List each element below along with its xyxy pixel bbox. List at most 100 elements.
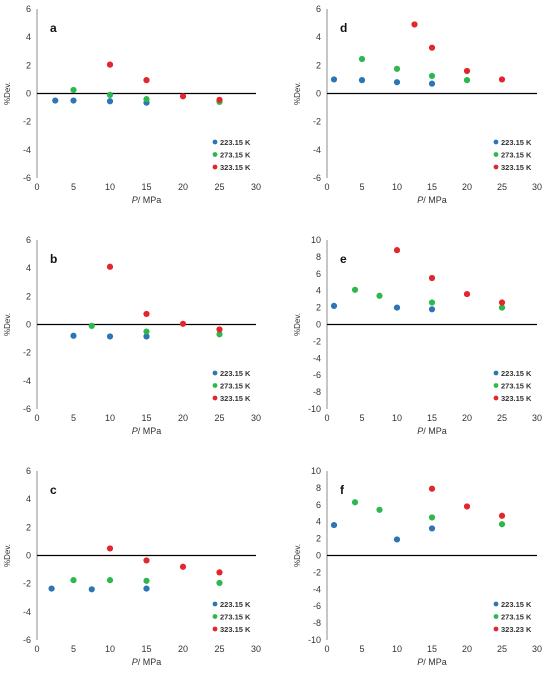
y-tick-label: 4: [316, 286, 321, 296]
data-point: [216, 326, 223, 333]
x-tick-label: 15: [427, 182, 437, 192]
panel-e: 0 5 10 15 20 25 30 -10 -8 -6 -4 -2 0 2 4 6 8 10 %Dev. P/ MP…: [293, 235, 542, 436]
data-point: [358, 77, 366, 84]
data-point: [88, 586, 95, 593]
legend-marker: [493, 370, 499, 376]
y-tick-label: -10: [308, 635, 321, 645]
series: [411, 21, 506, 83]
x-tick-label: 10: [392, 413, 402, 423]
y-tick-label: 0: [316, 320, 321, 330]
y-tick-label: 0: [26, 89, 31, 99]
data-point: [216, 331, 223, 338]
data-point: [179, 93, 187, 100]
data-point: [216, 96, 223, 103]
data-point: [463, 503, 471, 510]
x-axis-label-unit: / MPa: [138, 426, 162, 436]
data-point: [393, 79, 401, 86]
y-tick-label: -4: [313, 353, 321, 363]
x-axis-label: P/ MPa: [417, 426, 447, 436]
data-point: [143, 577, 150, 584]
data-point: [393, 247, 401, 254]
y-tick-label: -6: [23, 635, 31, 645]
x-axis-label-unit: / MPa: [423, 657, 447, 667]
y-tick-label: 4: [26, 32, 31, 42]
x-tick-label: 30: [532, 413, 542, 423]
x-axis-label-variable: P: [417, 657, 423, 667]
x-tick-label: 0: [34, 644, 39, 654]
data-point: [498, 76, 506, 83]
data-point: [106, 577, 114, 584]
data-point: [143, 77, 150, 84]
x-tick-label: 5: [71, 413, 76, 423]
data-point: [428, 525, 436, 532]
series: [330, 302, 436, 313]
series: [330, 76, 436, 87]
data-point: [106, 98, 114, 105]
y-tick-label: -2: [23, 117, 31, 127]
x-axis-label-unit: / MPa: [138, 657, 162, 667]
legend-label: 223.15 K: [501, 600, 532, 609]
data-point: [70, 577, 77, 584]
y-axis-label: %Dev.: [3, 82, 12, 105]
data-point: [393, 536, 401, 543]
series: [330, 521, 436, 543]
panel-f: 0 5 10 15 20 25 30 -10 -8 -6 -4 -2 0 2 4 6 8 10 %Dev. P/ MP…: [293, 466, 542, 667]
y-axis-label: %Dev.: [293, 313, 302, 336]
data-point: [428, 514, 436, 521]
x-tick-label: 30: [251, 182, 261, 192]
legend-label: 323.15 K: [220, 625, 251, 634]
legend-marker: [493, 601, 499, 607]
y-tick-label: 8: [316, 483, 321, 493]
legend-label: 323.23 K: [501, 625, 532, 634]
data-point: [411, 21, 418, 28]
data-point: [52, 97, 59, 104]
data-point: [376, 506, 383, 513]
legend-label: 223.15 K: [220, 600, 251, 609]
x-tick-label: 5: [71, 644, 76, 654]
data-point: [143, 585, 150, 592]
series: [393, 247, 506, 306]
x-tick-label: 25: [214, 182, 224, 192]
panel-label: e: [340, 252, 347, 266]
x-tick-label: 15: [427, 413, 437, 423]
y-tick-label: -2: [23, 348, 31, 358]
x-tick-label: 20: [462, 644, 472, 654]
data-point: [143, 310, 150, 318]
y-tick-label: 0: [316, 89, 321, 99]
data-point: [70, 97, 77, 104]
series: [428, 485, 506, 519]
y-tick-label: 2: [26, 291, 31, 301]
y-tick-label: 0: [26, 551, 31, 561]
data-point: [106, 333, 114, 340]
legend-label: 273.15 K: [220, 613, 251, 622]
y-tick-label: 2: [26, 60, 31, 70]
panel-label: c: [50, 483, 57, 497]
y-tick-label: -4: [23, 145, 31, 155]
x-tick-label: 10: [392, 644, 402, 654]
x-tick-label: 0: [324, 413, 329, 423]
y-axis-label: %Dev.: [3, 313, 12, 336]
panel-label: b: [50, 252, 57, 266]
x-tick-label: 25: [497, 182, 507, 192]
x-axis-label-variable: P: [132, 657, 138, 667]
data-point: [216, 569, 223, 576]
x-axis-label-variable: P: [132, 426, 138, 436]
y-tick-label: -10: [308, 404, 321, 414]
series: [70, 577, 223, 587]
y-tick-label: 6: [26, 4, 31, 14]
y-tick-label: -4: [23, 607, 31, 617]
panel-label: d: [340, 21, 347, 35]
panel-label: a: [50, 21, 57, 35]
legend-label: 273.15 K: [501, 613, 532, 622]
x-tick-label: 30: [532, 644, 542, 654]
x-axis-label-variable: P: [417, 195, 423, 205]
x-axis-label-unit: / MPa: [138, 195, 162, 205]
data-point: [428, 72, 436, 79]
y-tick-label: 4: [26, 494, 31, 504]
x-tick-label: 10: [105, 182, 115, 192]
data-point: [143, 96, 150, 103]
legend-label: 273.15 K: [501, 151, 532, 160]
y-tick-label: -4: [23, 376, 31, 386]
panel-b: 0 5 10 15 20 25 30 -6 -4 -2 0 2 4 6 %Dev. P/ MPa b 223.15…: [3, 235, 261, 436]
y-tick-label: 10: [311, 235, 321, 245]
